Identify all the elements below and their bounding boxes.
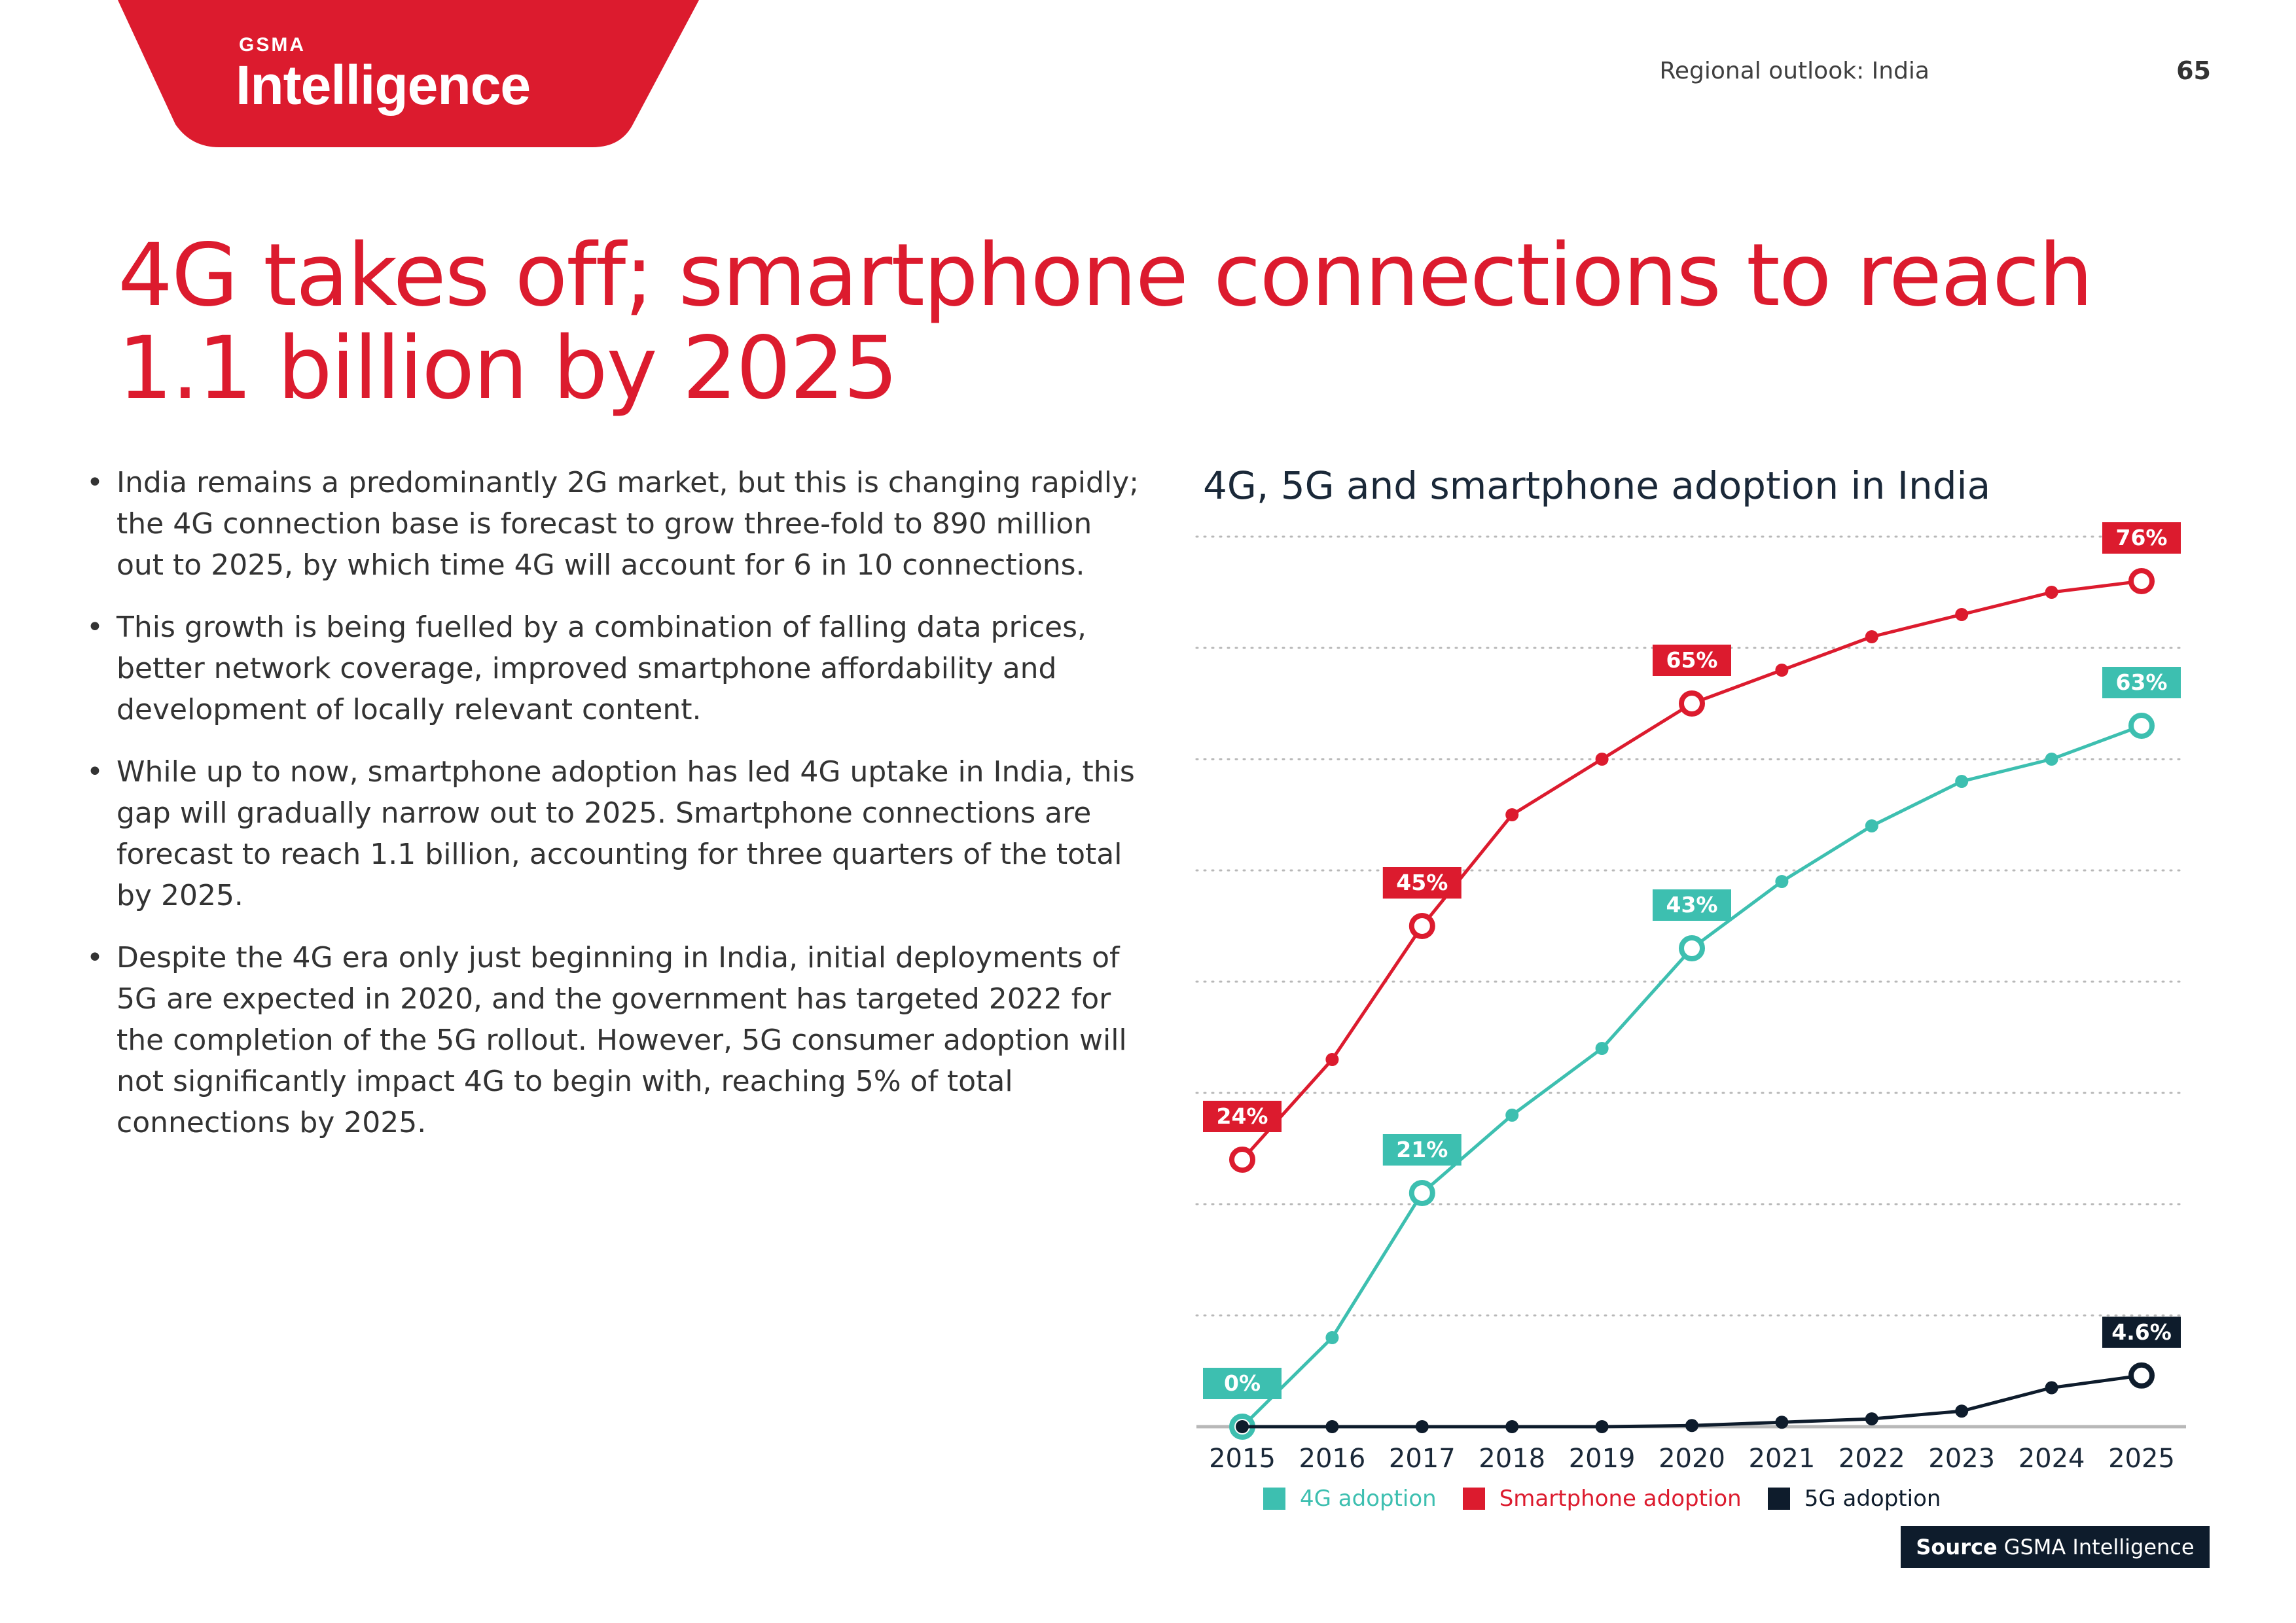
data-point [1595, 1042, 1609, 1055]
data-label: 76% [2116, 525, 2168, 550]
x-tick-label: 2015 [1209, 1444, 1276, 1474]
data-point [1415, 1420, 1429, 1433]
series-line [1241, 724, 2142, 1428]
chart-title: 4G, 5G and smartphone adoption in India [1203, 463, 1991, 508]
data-point-marker [2128, 713, 2155, 739]
data-label-box [1653, 889, 1731, 921]
data-label: 24% [1217, 1103, 1268, 1129]
bullet-item: • While up to now, smartphone adoption ha… [85, 751, 1145, 916]
bullet-text: While up to now, smartphone adoption has… [117, 755, 1135, 912]
data-point [2045, 753, 2058, 766]
data-label-box [1203, 1101, 1282, 1132]
x-tick-label: 2024 [2018, 1444, 2085, 1474]
data-label-box [1653, 645, 1731, 676]
section-title: Regional outlook: India [1659, 58, 1929, 84]
data-point [1865, 630, 1878, 643]
series-line [1242, 1374, 2142, 1429]
data-label-box [1382, 1134, 1462, 1166]
data-point [1595, 753, 1609, 766]
data-point [1955, 608, 1969, 621]
legend-swatch-5g [1767, 1488, 1790, 1510]
x-tick-label: 2016 [1299, 1444, 1366, 1474]
logo-gsma-text: GSMA [239, 34, 306, 56]
page-number: 65 [2176, 56, 2211, 85]
legend-item-smartphone: Smartphone adoption [1462, 1486, 1742, 1512]
data-point [2045, 1381, 2058, 1395]
data-point-marker [1679, 690, 1705, 717]
data-point [1595, 1420, 1609, 1433]
data-label: 63% [2116, 669, 2168, 695]
data-point [1325, 1331, 1339, 1344]
legend-swatch-4g [1263, 1488, 1285, 1510]
gsma-intelligence-logo: GSMA Intelligence [0, 0, 713, 151]
x-tick-label: 2019 [1569, 1444, 1636, 1474]
data-label: 21% [1396, 1137, 1448, 1162]
legend-label-5g: 5G adoption [1804, 1486, 1941, 1512]
source-text: GSMA Intelligence [2003, 1535, 2195, 1560]
bullet-marker: • [86, 466, 103, 499]
data-point [1325, 1420, 1339, 1433]
logo-wordmark: Intelligence [236, 54, 531, 116]
data-label: 43% [1666, 892, 1718, 918]
data-point-marker [2128, 568, 2155, 594]
data-point-marker [1408, 913, 1435, 939]
data-point [1236, 1420, 1249, 1433]
data-point [1505, 1420, 1519, 1433]
data-label: 0% [1224, 1370, 1261, 1396]
x-tick-label: 2017 [1389, 1444, 1456, 1474]
data-label-box [1203, 1368, 1282, 1399]
data-point [1775, 664, 1789, 677]
data-point-marker [1408, 1180, 1435, 1206]
data-point-marker [1679, 935, 1705, 961]
data-point [2045, 586, 2058, 599]
data-point [1325, 1053, 1339, 1066]
chart-legend: 4G adoption Smartphone adoption 5G adopt… [1263, 1486, 1967, 1512]
data-label: 65% [1666, 647, 1718, 673]
source-label: Source [1916, 1535, 1998, 1560]
source-note: Source GSMA Intelligence [1901, 1526, 2210, 1568]
data-label-box [2102, 1316, 2181, 1348]
legend-label-smartphone: Smartphone adoption [1499, 1486, 1742, 1512]
bullet-item: • This growth is being fuelled by a combi… [85, 607, 1145, 730]
data-point [1505, 1109, 1519, 1122]
bullet-text: Despite the 4G era only just beginning i… [117, 941, 1127, 1139]
data-point [1955, 775, 1969, 788]
x-tick-label: 2022 [1839, 1444, 1905, 1474]
data-label: 45% [1396, 870, 1448, 895]
data-point [1505, 808, 1519, 821]
bullet-text: India remains a predominantly 2G market,… [117, 466, 1139, 582]
bullet-item: • India remains a predominantly 2G market… [85, 462, 1145, 586]
legend-item-5g: 5G adoption [1767, 1486, 1941, 1512]
data-point-marker [2128, 1362, 2155, 1389]
x-tick-label: 2018 [1479, 1444, 1545, 1474]
data-point [1775, 875, 1789, 888]
data-label-box [2102, 667, 2181, 698]
bullet-marker: • [86, 755, 103, 789]
x-tick-label: 2020 [1659, 1444, 1725, 1474]
x-tick-label: 2025 [2108, 1444, 2175, 1474]
data-label-box [2102, 522, 2181, 554]
legend-swatch-smartphone [1462, 1488, 1485, 1510]
bullet-marker: • [86, 941, 103, 974]
bullet-item: • Despite the 4G era only just beginning … [85, 937, 1145, 1143]
data-label-box [1382, 867, 1462, 899]
bullet-text: This growth is being fuelled by a combin… [117, 611, 1087, 726]
data-point [1955, 1404, 1969, 1418]
bullet-list: • India remains a predominantly 2G market… [85, 462, 1145, 1164]
legend-item-4g: 4G adoption [1263, 1486, 1437, 1512]
page-title: 4G takes off; smartphone connections to … [118, 225, 2093, 419]
data-label: 4.6% [2111, 1319, 2172, 1345]
data-point-marker [1229, 1147, 1255, 1173]
data-point [1865, 1412, 1878, 1426]
data-point [1865, 819, 1878, 832]
data-point [1775, 1416, 1789, 1429]
legend-label-4g: 4G adoption [1300, 1486, 1437, 1512]
x-tick-label: 2021 [1749, 1444, 1816, 1474]
data-point [1685, 1419, 1698, 1433]
bullet-marker: • [86, 611, 103, 644]
x-tick-label: 2023 [1928, 1444, 1995, 1474]
